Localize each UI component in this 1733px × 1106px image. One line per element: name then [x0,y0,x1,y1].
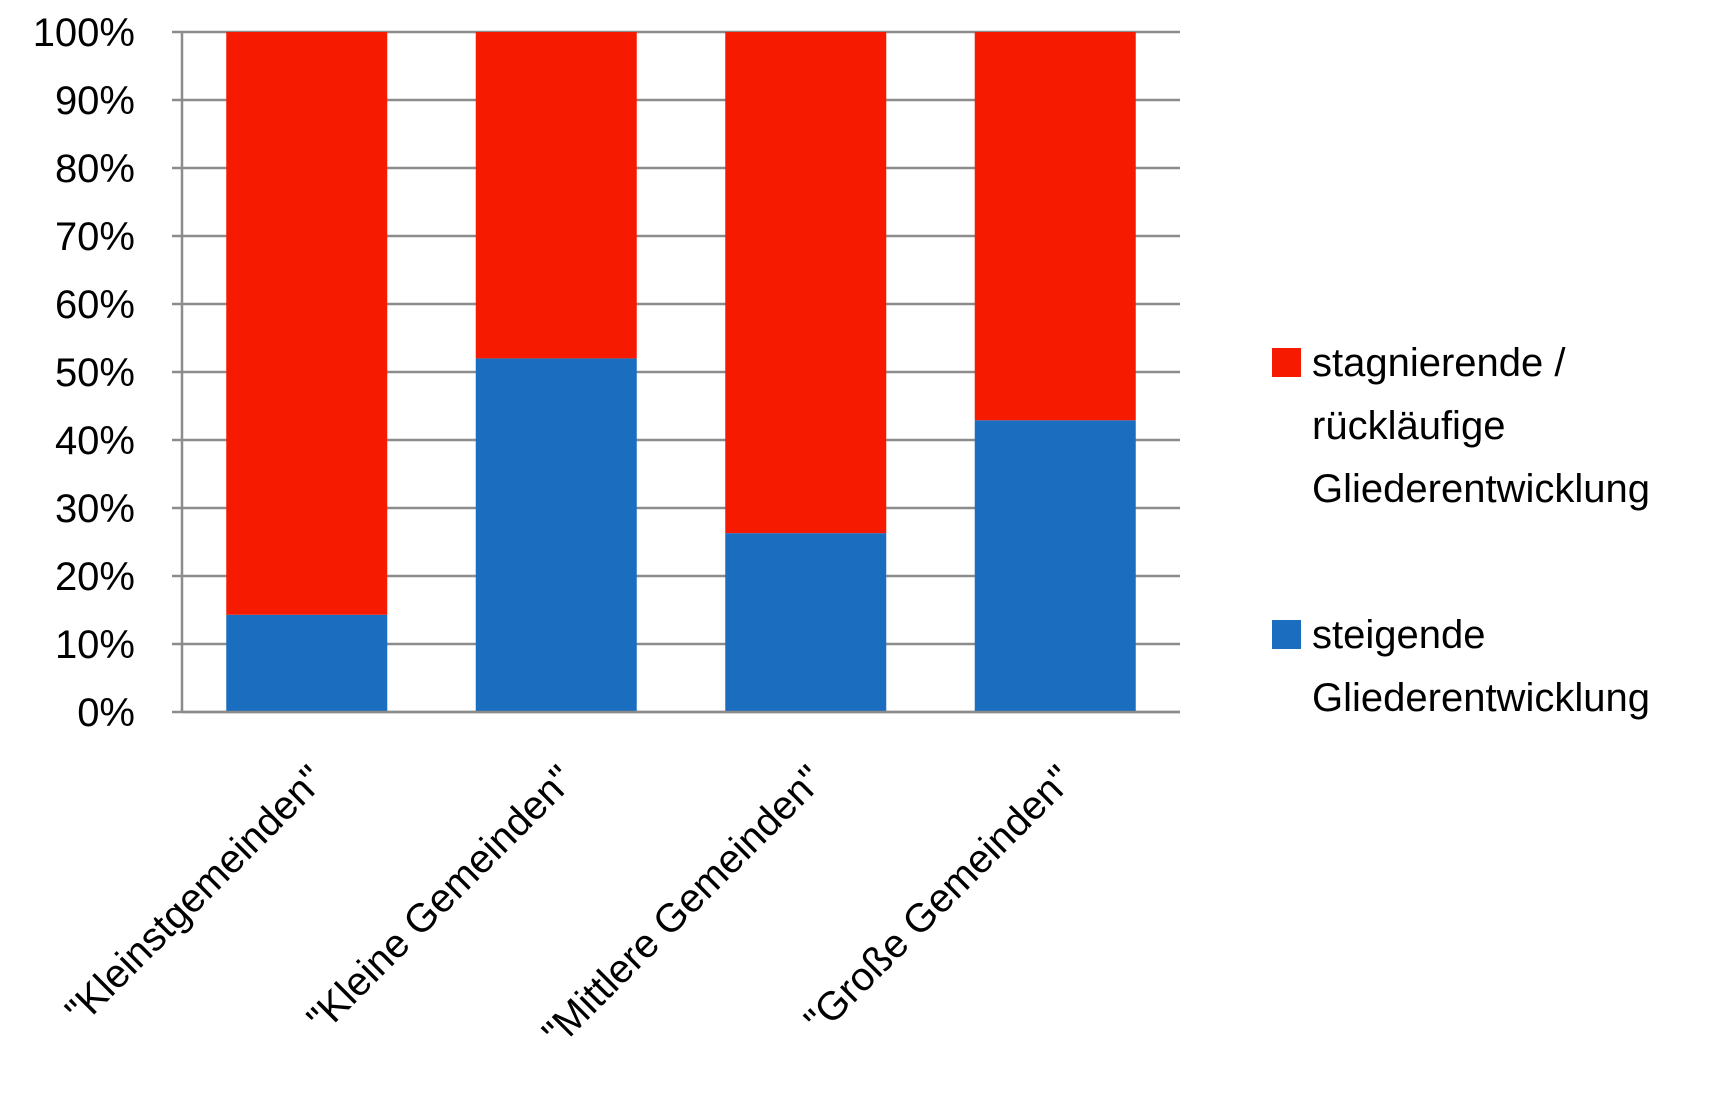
y-axis-tick-labels: 0% 10% 20% 30% 40% 50% 60% 70% 80% 90% 100% [33,11,135,735]
x-axis-category-labels: "Kleinstgemeinden""Kleine Gemeinden""Mit… [57,757,1082,1055]
y-tick-label: 10% [55,623,135,667]
bars [226,32,1136,712]
legend-label: rückläufige [1312,404,1505,448]
y-tick-label: 100% [33,11,135,55]
x-category-label: "Kleine Gemeinden" [299,757,583,1041]
y-tick-label: 70% [55,215,135,259]
bar-segment [226,32,388,615]
legend: stagnierende / rückläufige Gliederentwickl… [1272,341,1650,720]
y-tick-label: 50% [55,351,135,395]
x-category-label: "Mittlere Gemeinden" [534,757,832,1055]
y-tick-label: 40% [55,419,135,463]
x-category-label: "Kleinstgemeinden" [57,757,333,1033]
bar-segment [725,32,887,534]
y-tick-label: 20% [55,555,135,599]
bar-segment [974,32,1136,421]
y-tick-label: 0% [77,691,135,735]
y-tick-label: 30% [55,487,135,531]
bar-segment [226,614,388,712]
legend-label: Gliederentwicklung [1312,676,1650,720]
bar-segment [974,420,1136,712]
bar-segment [475,32,637,359]
bar-segment [475,358,637,712]
legend-label: stagnierende / [1312,341,1566,385]
legend-swatch [1272,348,1301,377]
y-tick-label: 80% [55,147,135,191]
axes [172,30,1180,714]
legend-swatch [1272,620,1301,649]
x-category-label: "Große Gemeinden" [796,757,1081,1042]
bar-segment [725,533,887,712]
legend-label: Gliederentwicklung [1312,467,1650,511]
legend-label: steigende [1312,613,1485,657]
y-tick-label: 60% [55,283,135,327]
y-tick-label: 90% [55,79,135,123]
